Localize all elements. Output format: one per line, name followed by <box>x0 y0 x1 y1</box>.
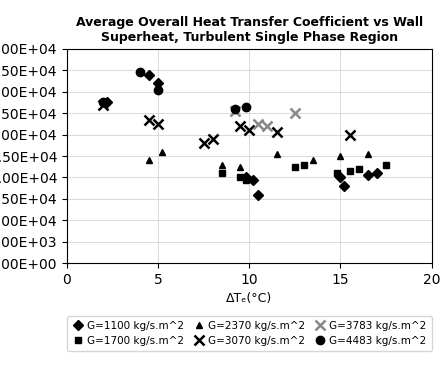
G=1700 kg/s.m^2 <box>301 162 307 167</box>
G=1700 kg/s.m^2 <box>347 169 352 173</box>
G=1100 kg/s.m^2 <box>365 173 371 177</box>
G=3070 kg/s.m^2 <box>101 102 106 107</box>
X-axis label: ΔTₑ(°C): ΔTₑ(°C) <box>226 293 272 305</box>
G=3070 kg/s.m^2 <box>155 122 161 126</box>
G=2370 kg/s.m^2 <box>274 152 279 156</box>
Line: G=4483 kg/s.m^2: G=4483 kg/s.m^2 <box>99 68 250 113</box>
G=2370 kg/s.m^2 <box>338 154 343 158</box>
G=2370 kg/s.m^2 <box>219 162 225 167</box>
G=1100 kg/s.m^2 <box>255 193 261 197</box>
G=1100 kg/s.m^2 <box>374 171 380 176</box>
G=1700 kg/s.m^2 <box>238 175 243 180</box>
G=2370 kg/s.m^2 <box>146 158 152 162</box>
G=1100 kg/s.m^2 <box>338 175 343 180</box>
G=4483 kg/s.m^2 <box>243 105 248 109</box>
G=3783 kg/s.m^2 <box>265 124 270 128</box>
Line: G=1700 kg/s.m^2: G=1700 kg/s.m^2 <box>218 161 389 183</box>
G=2370 kg/s.m^2 <box>365 152 371 156</box>
G=1100 kg/s.m^2 <box>250 177 255 182</box>
G=4483 kg/s.m^2 <box>155 87 161 92</box>
G=1100 kg/s.m^2 <box>155 81 161 85</box>
Line: G=1100 kg/s.m^2: G=1100 kg/s.m^2 <box>103 71 380 198</box>
G=3070 kg/s.m^2 <box>146 117 152 122</box>
Line: G=3783 kg/s.m^2: G=3783 kg/s.m^2 <box>230 106 299 131</box>
Line: G=2370 kg/s.m^2: G=2370 kg/s.m^2 <box>146 148 371 170</box>
G=3070 kg/s.m^2 <box>274 130 279 135</box>
G=3070 kg/s.m^2 <box>347 132 352 137</box>
G=3070 kg/s.m^2 <box>238 124 243 128</box>
G=3070 kg/s.m^2 <box>247 128 252 133</box>
G=2370 kg/s.m^2 <box>238 165 243 169</box>
G=3070 kg/s.m^2 <box>210 136 215 141</box>
G=3783 kg/s.m^2 <box>232 109 237 113</box>
G=2370 kg/s.m^2 <box>159 150 164 154</box>
G=3783 kg/s.m^2 <box>292 111 298 115</box>
G=1100 kg/s.m^2 <box>146 72 152 77</box>
G=1700 kg/s.m^2 <box>292 165 298 169</box>
Title: Average Overall Heat Transfer Coefficient vs Wall
Superheat, Turbulent Single Ph: Average Overall Heat Transfer Coefficien… <box>76 15 423 44</box>
G=3783 kg/s.m^2 <box>255 122 261 126</box>
G=1100 kg/s.m^2 <box>341 184 347 188</box>
G=4483 kg/s.m^2 <box>232 107 237 111</box>
G=1100 kg/s.m^2 <box>243 175 248 180</box>
G=1700 kg/s.m^2 <box>219 171 225 176</box>
G=1700 kg/s.m^2 <box>356 167 361 171</box>
Line: G=3070 kg/s.m^2: G=3070 kg/s.m^2 <box>98 100 354 148</box>
G=1100 kg/s.m^2 <box>104 100 109 105</box>
G=1700 kg/s.m^2 <box>334 171 340 176</box>
Legend: G=1100 kg/s.m^2, G=1700 kg/s.m^2, G=2370 kg/s.m^2, G=3070 kg/s.m^2, G=3783 kg/s.: G=1100 kg/s.m^2, G=1700 kg/s.m^2, G=2370… <box>67 315 432 351</box>
G=1700 kg/s.m^2 <box>243 177 248 182</box>
G=1700 kg/s.m^2 <box>384 162 389 167</box>
G=3070 kg/s.m^2 <box>201 141 206 146</box>
G=4483 kg/s.m^2 <box>137 70 142 75</box>
G=2370 kg/s.m^2 <box>311 158 316 162</box>
G=4483 kg/s.m^2 <box>101 100 106 105</box>
